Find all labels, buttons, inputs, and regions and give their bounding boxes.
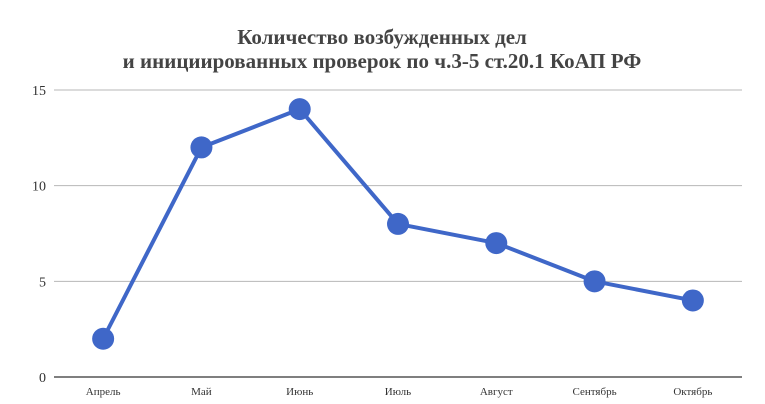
x-axis-ticks: Апрель Май Июнь Июль Август Сентябрь Октябрь (86, 386, 713, 398)
data-point-4[interactable] (485, 232, 508, 255)
x-tick-label-0: Апрель (86, 386, 121, 398)
chart-title-line-1: Количество возбужденных дел (237, 25, 527, 49)
data-point-2[interactable] (288, 98, 311, 121)
chart-title: Количество возбужденных дел и инициирова… (123, 25, 642, 73)
y-tick-label-0: 0 (39, 371, 46, 386)
chart-title-line-2: и инициированных проверок по ч.3-5 ст.20… (123, 49, 642, 73)
y-axis-ticks: 0 5 10 15 (32, 84, 46, 386)
data-point-6[interactable] (681, 289, 704, 312)
data-point-3[interactable] (387, 212, 409, 235)
data-point-5[interactable] (583, 270, 606, 293)
y-tick-label-10: 10 (32, 180, 46, 195)
x-tick-label-1: Май (191, 386, 212, 398)
x-tick-label-3: Июль (385, 386, 411, 398)
data-point-1[interactable] (190, 136, 213, 159)
data-point-0[interactable] (92, 327, 115, 350)
gridlines (54, 89, 742, 378)
x-tick-label-5: Сентябрь (573, 386, 617, 398)
x-tick-label-4: Август (480, 386, 513, 398)
x-tick-label-6: Октябрь (673, 386, 712, 398)
x-tick-label-2: Июнь (286, 386, 313, 398)
y-tick-label-15: 15 (32, 84, 46, 99)
series-0 (92, 98, 704, 350)
y-tick-label-5: 5 (39, 275, 46, 290)
